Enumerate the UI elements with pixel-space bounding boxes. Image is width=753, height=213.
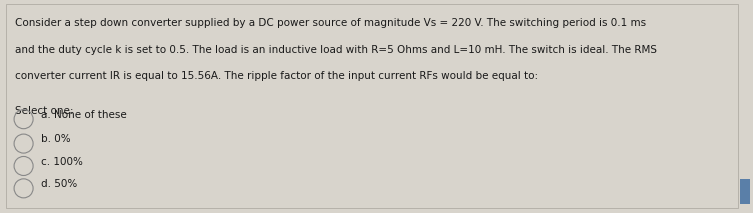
Text: Consider a step down converter supplied by a DC power source of magnitude Vs = 2: Consider a step down converter supplied … — [15, 19, 646, 29]
Text: c. 100%: c. 100% — [41, 157, 83, 167]
FancyBboxPatch shape — [740, 179, 750, 204]
Text: Select one:: Select one: — [15, 106, 73, 116]
Text: converter current IR is equal to 15.56A. The ripple factor of the input current : converter current IR is equal to 15.56A.… — [15, 71, 538, 81]
Text: b. 0%: b. 0% — [41, 134, 71, 144]
Text: d. 50%: d. 50% — [41, 179, 78, 189]
Text: a. None of these: a. None of these — [41, 110, 127, 120]
Text: and the duty cycle k is set to 0.5. The load is an inductive load with R=5 Ohms : and the duty cycle k is set to 0.5. The … — [15, 45, 657, 55]
